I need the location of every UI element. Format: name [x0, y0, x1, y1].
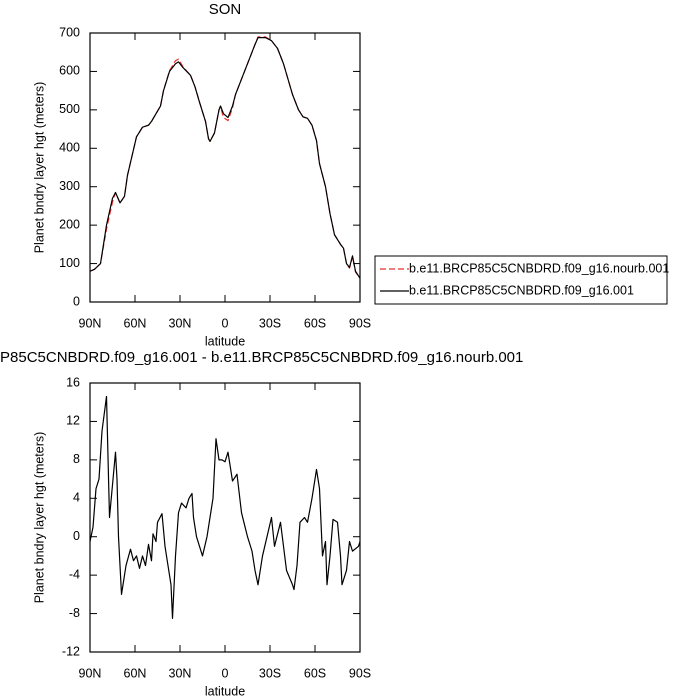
- plot-frame: [89, 382, 361, 653]
- x-tick-label: 30S: [259, 316, 281, 330]
- y-tick-label: 500: [59, 102, 80, 116]
- x-axis-label: latitude: [205, 684, 245, 698]
- y-axis-label: Planet bndry layer hgt (meters): [32, 82, 46, 254]
- legend-label: b.e11.BRCP85C5CNBDRD.f09_g16.nourb.001: [409, 261, 669, 275]
- y-tick-label: 200: [59, 217, 80, 231]
- x-axis-label: latitude: [205, 334, 245, 348]
- x-tick-label: 60N: [124, 666, 147, 680]
- data-line: [89, 36, 361, 279]
- x-tick-label: 60S: [304, 316, 326, 330]
- x-tick-label: 0: [222, 316, 229, 330]
- x-tick-label: 0: [222, 666, 229, 680]
- y-tick-label: 400: [59, 141, 80, 155]
- y-tick-label: 300: [59, 179, 80, 193]
- x-tick-label: 90N: [79, 666, 102, 680]
- y-tick-label: 600: [59, 64, 80, 78]
- y-tick-label: 0: [73, 294, 80, 308]
- y-tick-label: -12: [62, 644, 80, 658]
- data-line: [89, 37, 361, 279]
- legend-label: b.e11.BRCP85C5CNBDRD.f09_g16.001: [409, 283, 634, 297]
- y-tick-label: 100: [59, 256, 80, 270]
- legend-box: [374, 255, 668, 305]
- y-axis-label: Planet bndry layer hgt (meters): [32, 432, 46, 604]
- chart-title: P85C5CNBDRD.f09_g16.001 - b.e11.BRCP85C5…: [0, 349, 523, 366]
- plot-frame: [89, 32, 361, 303]
- y-tick-label: 4: [73, 491, 80, 505]
- y-tick-label: 8: [73, 452, 80, 466]
- x-tick-label: 60N: [124, 316, 147, 330]
- x-tick-label: 30N: [169, 666, 192, 680]
- x-tick-label: 30S: [259, 666, 281, 680]
- y-tick-label: 12: [66, 414, 80, 428]
- x-tick-label: 30N: [169, 316, 192, 330]
- x-tick-label: 90S: [349, 666, 371, 680]
- data-line: [89, 395, 361, 619]
- chart-title: SON: [209, 1, 242, 18]
- y-tick-label: 700: [59, 25, 80, 39]
- x-tick-label: 90S: [349, 316, 371, 330]
- y-tick-label: 0: [73, 529, 80, 543]
- x-tick-label: 60S: [304, 666, 326, 680]
- y-tick-label: -8: [69, 606, 80, 620]
- x-tick-label: 90N: [79, 316, 102, 330]
- y-tick-label: 16: [66, 375, 80, 389]
- y-tick-label: -4: [69, 567, 80, 581]
